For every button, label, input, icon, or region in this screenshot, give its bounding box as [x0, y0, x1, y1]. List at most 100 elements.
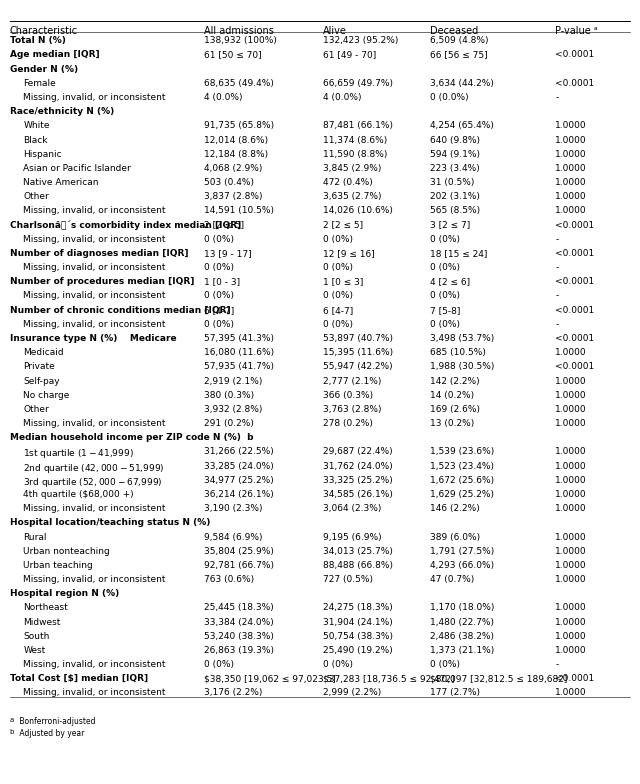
Text: 1.0000: 1.0000 — [556, 192, 587, 201]
Text: 12 [9 ≤ 16]: 12 [9 ≤ 16] — [323, 249, 375, 258]
Text: 3 [2 ≤ 7]: 3 [2 ≤ 7] — [430, 220, 470, 230]
Text: 3,845 (2.9%): 3,845 (2.9%) — [323, 164, 381, 173]
Text: 0 (0%): 0 (0%) — [204, 320, 234, 328]
Text: 1.0000: 1.0000 — [556, 546, 587, 556]
Text: 57,935 (41.7%): 57,935 (41.7%) — [204, 362, 274, 372]
Text: Missing, invalid, or inconsistent: Missing, invalid, or inconsistent — [23, 575, 166, 584]
Text: -: - — [556, 93, 559, 102]
Text: Black: Black — [23, 136, 48, 144]
Text: <0.0001: <0.0001 — [556, 362, 595, 372]
Text: 29,687 (22.4%): 29,687 (22.4%) — [323, 448, 393, 456]
Text: 1.0000: 1.0000 — [556, 150, 587, 158]
Text: Northeast: Northeast — [23, 604, 68, 612]
Text: 727 (0.5%): 727 (0.5%) — [323, 575, 373, 584]
Text: 1.0000: 1.0000 — [556, 448, 587, 456]
Text: 14,026 (10.6%): 14,026 (10.6%) — [323, 206, 393, 216]
Text: 1.0000: 1.0000 — [556, 390, 587, 400]
Text: West: West — [23, 646, 45, 655]
Text: 9,584 (6.9%): 9,584 (6.9%) — [204, 532, 262, 542]
Text: 34,013 (25.7%): 34,013 (25.7%) — [323, 546, 393, 556]
Text: 12,014 (8.6%): 12,014 (8.6%) — [204, 136, 268, 144]
Text: -: - — [556, 320, 559, 328]
Text: Missing, invalid, or inconsistent: Missing, invalid, or inconsistent — [23, 93, 166, 102]
Text: 763 (0.6%): 763 (0.6%) — [204, 575, 254, 584]
Text: 0 (0%): 0 (0%) — [323, 292, 353, 300]
Text: Number of chronic conditions median [IQR]: Number of chronic conditions median [IQR… — [10, 306, 230, 314]
Text: 1.0000: 1.0000 — [556, 688, 587, 698]
Text: 1,480 (22.7%): 1,480 (22.7%) — [430, 618, 494, 626]
Text: 66,659 (49.7%): 66,659 (49.7%) — [323, 79, 393, 88]
Text: P-value ᵃ: P-value ᵃ — [556, 26, 598, 35]
Text: Urban teaching: Urban teaching — [23, 561, 93, 570]
Text: 1,523 (23.4%): 1,523 (23.4%) — [430, 462, 494, 470]
Text: Insurance type N (%)    Medicare: Insurance type N (%) Medicare — [10, 334, 176, 343]
Text: 0 (0%): 0 (0%) — [430, 234, 460, 244]
Text: 0 (0.0%): 0 (0.0%) — [430, 93, 468, 102]
Text: White: White — [23, 122, 50, 130]
Text: 15,395 (11.6%): 15,395 (11.6%) — [323, 348, 393, 358]
Text: 132,423 (95.2%): 132,423 (95.2%) — [323, 36, 399, 45]
Text: <0.0001: <0.0001 — [556, 50, 595, 60]
Text: 2 [2 ≤ 5]: 2 [2 ≤ 5] — [204, 220, 244, 230]
Text: 177 (2.7%): 177 (2.7%) — [430, 688, 480, 698]
Text: 1.0000: 1.0000 — [556, 632, 587, 641]
Text: 3,190 (2.3%): 3,190 (2.3%) — [204, 504, 262, 514]
Text: 1.0000: 1.0000 — [556, 490, 587, 499]
Text: 16,080 (11.6%): 16,080 (11.6%) — [204, 348, 274, 358]
Text: 1.0000: 1.0000 — [556, 206, 587, 216]
Text: 0 (0%): 0 (0%) — [323, 660, 353, 669]
Text: 291 (0.2%): 291 (0.2%) — [204, 419, 254, 428]
Text: 55,947 (42.2%): 55,947 (42.2%) — [323, 362, 393, 372]
Text: Medicaid: Medicaid — [23, 348, 64, 358]
Text: 14 (0.2%): 14 (0.2%) — [430, 390, 474, 400]
Text: 4 (0.0%): 4 (0.0%) — [204, 93, 243, 102]
Text: 66 [56 ≤ 75]: 66 [56 ≤ 75] — [430, 50, 488, 60]
Text: 146 (2.2%): 146 (2.2%) — [430, 504, 479, 514]
Text: -: - — [556, 292, 559, 300]
Text: 0 (0%): 0 (0%) — [323, 320, 353, 328]
Text: 565 (8.5%): 565 (8.5%) — [430, 206, 480, 216]
Text: Total Cost [$] median [IQR]: Total Cost [$] median [IQR] — [10, 674, 148, 684]
Text: 202 (3.1%): 202 (3.1%) — [430, 192, 479, 201]
Text: 0 (0%): 0 (0%) — [204, 660, 234, 669]
Text: 2,999 (2.2%): 2,999 (2.2%) — [323, 688, 381, 698]
Text: Private: Private — [23, 362, 55, 372]
Text: <0.0001: <0.0001 — [556, 334, 595, 343]
Text: 1,373 (21.1%): 1,373 (21.1%) — [430, 646, 494, 655]
Text: 3,763 (2.8%): 3,763 (2.8%) — [323, 405, 381, 414]
Text: 142 (2.2%): 142 (2.2%) — [430, 376, 479, 386]
Text: Gender N (%): Gender N (%) — [10, 64, 77, 74]
Text: Missing, invalid, or inconsistent: Missing, invalid, or inconsistent — [23, 419, 166, 428]
Text: South: South — [23, 632, 50, 641]
Text: 1.0000: 1.0000 — [556, 561, 587, 570]
Text: All admissions: All admissions — [204, 26, 274, 35]
Text: Rural: Rural — [23, 532, 47, 542]
Text: 31,904 (24.1%): 31,904 (24.1%) — [323, 618, 393, 626]
Text: 2,486 (38.2%): 2,486 (38.2%) — [430, 632, 494, 641]
Text: 3,837 (2.8%): 3,837 (2.8%) — [204, 192, 262, 201]
Text: 1.0000: 1.0000 — [556, 136, 587, 144]
Text: 0 (0%): 0 (0%) — [323, 234, 353, 244]
Text: 57,395 (41.3%): 57,395 (41.3%) — [204, 334, 274, 343]
Text: $80,097 [32,812.5 ≤ 189,682]: $80,097 [32,812.5 ≤ 189,682] — [430, 674, 567, 684]
Text: 4,068 (2.9%): 4,068 (2.9%) — [204, 164, 262, 173]
Text: 1,539 (23.6%): 1,539 (23.6%) — [430, 448, 494, 456]
Text: 1st quartile ($1 - $41,999): 1st quartile ($1 - $41,999) — [23, 448, 134, 460]
Text: 13 (0.2%): 13 (0.2%) — [430, 419, 474, 428]
Text: a: a — [10, 717, 14, 723]
Text: 1.0000: 1.0000 — [556, 618, 587, 626]
Text: 389 (6.0%): 389 (6.0%) — [430, 532, 480, 542]
Text: Other: Other — [23, 192, 49, 201]
Text: 380 (0.3%): 380 (0.3%) — [204, 390, 254, 400]
Text: 31 (0.5%): 31 (0.5%) — [430, 178, 474, 187]
Text: 3,498 (53.7%): 3,498 (53.7%) — [430, 334, 494, 343]
Text: Missing, invalid, or inconsistent: Missing, invalid, or inconsistent — [23, 234, 166, 244]
Text: 0 (0%): 0 (0%) — [430, 660, 460, 669]
Text: 18 [15 ≤ 24]: 18 [15 ≤ 24] — [430, 249, 487, 258]
Text: 594 (9.1%): 594 (9.1%) — [430, 150, 480, 158]
Text: 34,977 (25.2%): 34,977 (25.2%) — [204, 476, 274, 485]
Text: 36,214 (26.1%): 36,214 (26.1%) — [204, 490, 274, 499]
Text: 1.0000: 1.0000 — [556, 476, 587, 485]
Text: 1.0000: 1.0000 — [556, 376, 587, 386]
Text: 4,293 (66.0%): 4,293 (66.0%) — [430, 561, 494, 570]
